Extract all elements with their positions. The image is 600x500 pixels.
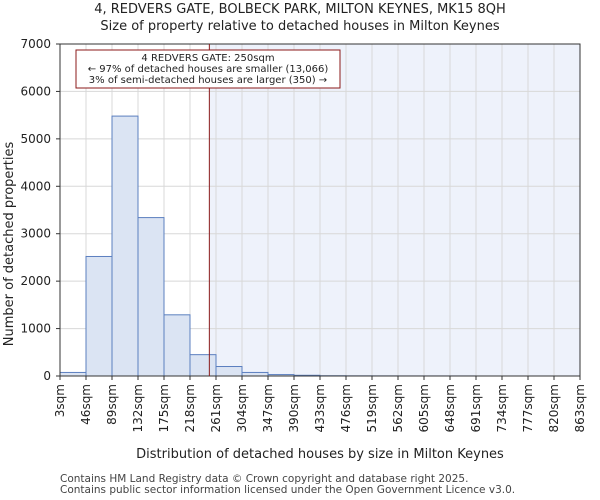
x-axis-label: Distribution of detached houses by size …	[136, 447, 504, 462]
histogram-bar	[85, 255, 113, 377]
y-tick-label: 7000	[20, 37, 51, 51]
y-tick-label: 2000	[20, 274, 51, 288]
histogram-bar	[137, 217, 165, 377]
y-tick-label: 5000	[20, 132, 51, 146]
histogram-bar	[163, 314, 191, 377]
x-tick-label: 390sqm	[287, 384, 301, 432]
x-tick-label: 433sqm	[313, 384, 327, 432]
x-tick-label: 218sqm	[183, 384, 197, 432]
x-tick-label: 519sqm	[365, 384, 379, 432]
x-tick-label: 347sqm	[261, 384, 275, 432]
x-tick-label: 734sqm	[495, 384, 509, 432]
footer-licence: Contains public sector information licen…	[60, 484, 516, 496]
y-tick-label: 4000	[20, 179, 51, 193]
x-tick-label: 261sqm	[209, 384, 223, 432]
annotation-smaller-share: ← 97% of detached houses are smaller (13…	[88, 64, 329, 75]
x-tick-label: 691sqm	[469, 384, 483, 432]
larger-region-shading	[209, 44, 581, 376]
x-tick-label: 777sqm	[521, 384, 535, 432]
x-tick-label: 175sqm	[157, 384, 171, 432]
x-tick-label: 304sqm	[235, 384, 249, 432]
y-tick-label: 0	[43, 369, 51, 383]
histogram-bar	[241, 371, 269, 377]
annotation-property-size: 4 REDVERS GATE: 250sqm	[141, 53, 274, 64]
x-tick-label: 863sqm	[573, 384, 587, 432]
x-tick-label: 3sqm	[53, 384, 67, 417]
histogram-bar	[215, 366, 243, 377]
y-tick-label: 6000	[20, 84, 51, 98]
chart-title-address: 4, REDVERS GATE, BOLBECK PARK, MILTON KE…	[94, 2, 506, 17]
x-tick-label: 476sqm	[339, 384, 353, 432]
y-tick-label: 1000	[20, 322, 51, 336]
footer-copyright: Contains HM Land Registry data © Crown c…	[60, 473, 469, 485]
y-tick-label: 3000	[20, 227, 51, 241]
chart-title: Size of property relative to detached ho…	[100, 19, 500, 34]
histogram-bar	[189, 354, 217, 377]
x-tick-label: 46sqm	[79, 384, 93, 425]
histogram-chart: 0 1000 2000 3000 4000 5000 6000 7000 3sqm 46sqm 8…	[2, 37, 587, 462]
x-tick-label: 605sqm	[417, 384, 431, 432]
annotation-larger-share: 3% of semi-detached houses are larger (3…	[89, 75, 327, 86]
property-annotation-box	[75, 49, 341, 89]
x-tick-label: 132sqm	[131, 384, 145, 432]
x-tick-label: 562sqm	[391, 384, 405, 432]
x-tick-label: 89sqm	[105, 384, 119, 425]
y-axis-label: Number of detached properties	[2, 142, 17, 347]
x-tick-label: 648sqm	[443, 384, 457, 432]
histogram-bar	[111, 115, 139, 377]
x-tick-label: 820sqm	[547, 384, 561, 432]
histogram-bar	[59, 371, 87, 377]
